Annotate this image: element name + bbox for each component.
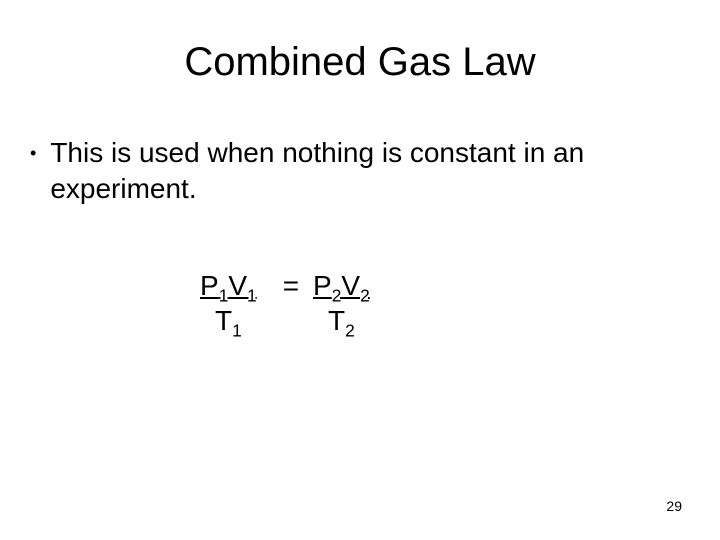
- equation-left-fraction: P1V1 T1: [200, 268, 257, 338]
- page-number: 29: [666, 498, 682, 514]
- equation-wrap: P1V1 T1 = P2V2 T2: [200, 268, 370, 338]
- equation-left-numerator: P1V1: [200, 268, 257, 303]
- equation: P1V1 T1 = P2V2 T2: [40, 268, 680, 338]
- bullet-text: This is used when nothing is constant in…: [50, 135, 680, 208]
- bullet-item: • This is used when nothing is constant …: [30, 135, 680, 208]
- slide: Combined Gas Law • This is used when not…: [0, 0, 720, 540]
- slide-title: Combined Gas Law: [40, 40, 680, 85]
- equation-right-denominator: T2: [328, 303, 355, 338]
- equation-left-denominator: T1: [215, 303, 242, 338]
- bullet-marker: •: [30, 135, 36, 171]
- equation-right-fraction: P2V2 T2: [313, 268, 370, 338]
- equation-right-side: = P2V2 T2: [283, 268, 370, 338]
- equation-right-numerator: P2V2: [313, 268, 370, 303]
- equals-sign: =: [283, 268, 299, 303]
